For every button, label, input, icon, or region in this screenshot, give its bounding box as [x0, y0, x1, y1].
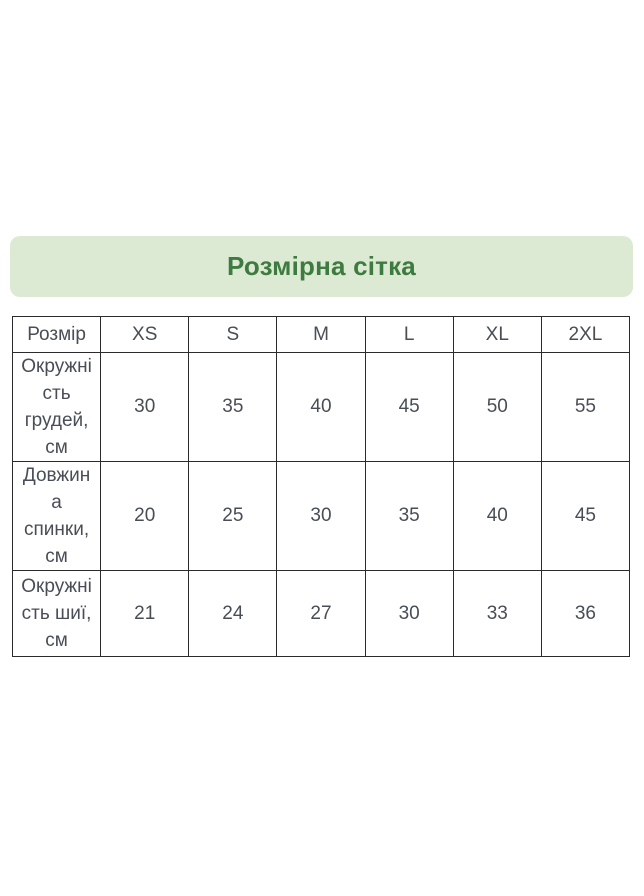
table-cell: 30 — [100, 352, 190, 462]
header-cell-xl: XL — [452, 316, 542, 353]
table-cell: 45 — [364, 352, 454, 462]
table-cell: 27 — [276, 570, 366, 657]
table-cell: 40 — [452, 461, 542, 571]
table-cell: 30 — [364, 570, 454, 657]
table-cell: 25 — [188, 461, 278, 571]
size-chart-title: Розмірна сітка — [227, 251, 416, 281]
row-label-neck: Окружні сть шиї, см — [11, 570, 102, 657]
row-label-chest: Окружні сть грудей, см — [11, 352, 102, 462]
table-cell: 55 — [540, 352, 631, 462]
table-row-neck: Окружні сть шиї, см 21 24 27 30 33 36 — [11, 570, 631, 657]
header-cell-m: M — [276, 316, 366, 353]
table-cell: 20 — [100, 461, 190, 571]
row-label-back: Довжин а спинки, см — [11, 461, 102, 571]
header-cell-xs: XS — [100, 316, 190, 353]
table-cell: 24 — [188, 570, 278, 657]
table-cell: 21 — [100, 570, 190, 657]
table-cell: 50 — [452, 352, 542, 462]
table-cell: 45 — [540, 461, 631, 571]
table-row-chest: Окружні сть грудей, см 30 35 40 45 50 55 — [11, 352, 631, 462]
table-cell: 35 — [188, 352, 278, 462]
header-cell-s: S — [188, 316, 278, 353]
table-row-back: Довжин а спинки, см 20 25 30 35 40 45 — [11, 461, 631, 571]
table-cell: 35 — [364, 461, 454, 571]
table-cell: 36 — [540, 570, 631, 657]
table-cell: 30 — [276, 461, 366, 571]
table-cell: 40 — [276, 352, 366, 462]
size-chart-table: Розмір XS S M L XL 2XL Окружні сть груде… — [11, 316, 631, 657]
size-chart-banner: Розмірна сітка — [10, 236, 633, 297]
header-cell-2xl: 2XL — [540, 316, 631, 353]
header-cell-size: Розмір — [11, 316, 102, 353]
table-cell: 33 — [452, 570, 542, 657]
table-header-row: Розмір XS S M L XL 2XL — [11, 316, 631, 353]
header-cell-l: L — [364, 316, 454, 353]
